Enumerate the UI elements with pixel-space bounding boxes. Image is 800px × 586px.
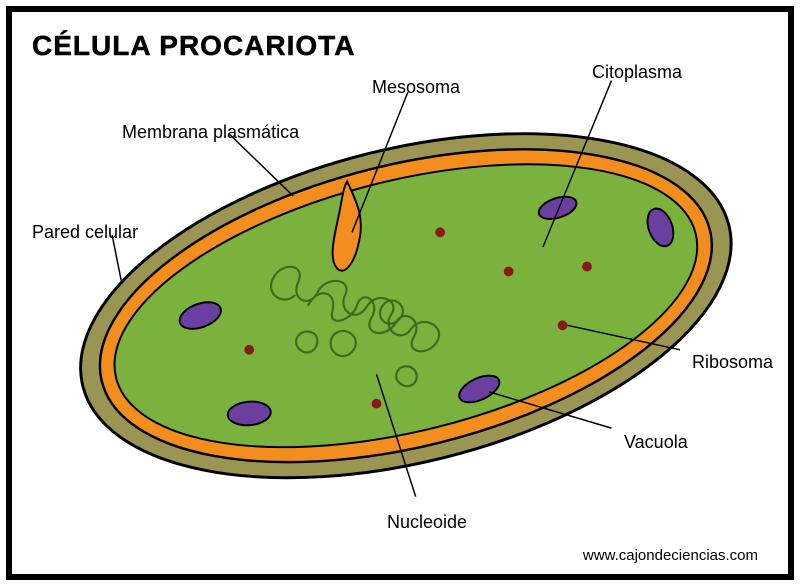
label-pared: Pared celular xyxy=(32,222,138,243)
label-ribosoma: Ribosoma xyxy=(692,352,773,373)
label-nucleoide: Nucleoide xyxy=(387,512,467,533)
label-citoplasma: Citoplasma xyxy=(592,62,682,83)
label-vacuola: Vacuola xyxy=(624,432,688,453)
footer-url: www.cajondeciencias.com xyxy=(583,547,758,564)
diagram-frame: CÉLULA PROCARIOTA xyxy=(6,6,794,580)
label-mesosoma: Mesosoma xyxy=(372,77,460,98)
label-membrana: Membrana plasmática xyxy=(122,122,299,143)
